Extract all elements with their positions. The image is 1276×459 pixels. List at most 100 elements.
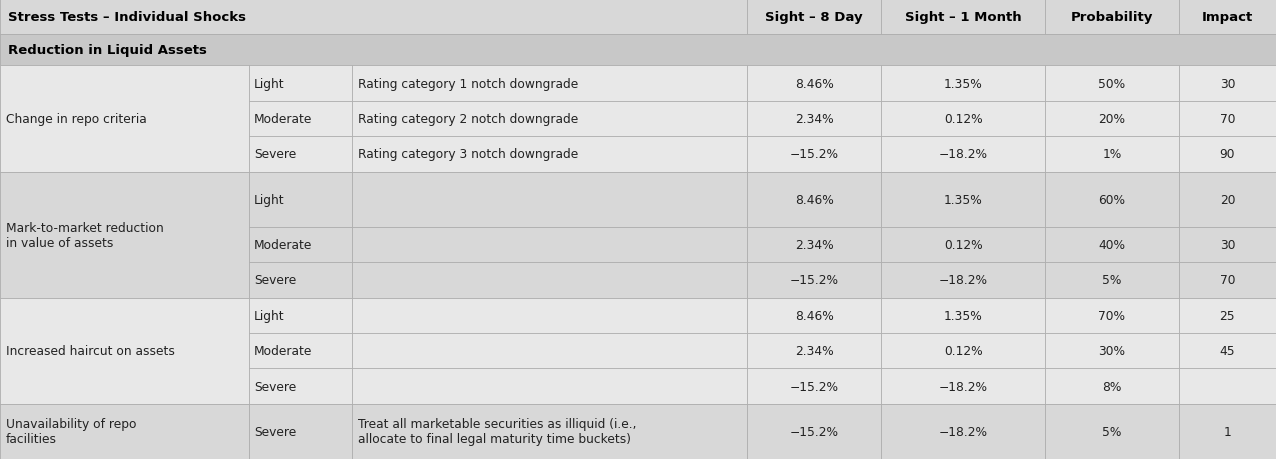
Bar — [1179, 404, 1276, 459]
Text: Moderate: Moderate — [254, 344, 313, 358]
Text: 30: 30 — [1220, 78, 1235, 90]
Bar — [352, 172, 748, 227]
Bar — [0, 0, 748, 35]
Text: 30%: 30% — [1099, 344, 1125, 358]
Bar — [1045, 172, 1179, 227]
Bar — [249, 172, 352, 227]
Bar — [880, 137, 1045, 172]
Text: 8%: 8% — [1102, 380, 1122, 392]
Text: Reduction in Liquid Assets: Reduction in Liquid Assets — [8, 44, 207, 57]
Text: 30: 30 — [1220, 239, 1235, 252]
Text: 5%: 5% — [1102, 425, 1122, 438]
Text: Treat all marketable securities as illiquid (i.e.,
allocate to final legal matur: Treat all marketable securities as illiq… — [359, 417, 637, 445]
Bar — [1179, 298, 1276, 333]
Text: −15.2%: −15.2% — [790, 425, 838, 438]
Bar — [249, 66, 352, 101]
Text: Probability: Probability — [1071, 11, 1154, 24]
Text: Light: Light — [254, 309, 285, 322]
Text: 20%: 20% — [1099, 112, 1125, 126]
Text: −15.2%: −15.2% — [790, 148, 838, 161]
Bar — [352, 66, 748, 101]
Text: −18.2%: −18.2% — [939, 148, 988, 161]
Text: 70: 70 — [1220, 274, 1235, 287]
Text: 2.34%: 2.34% — [795, 112, 833, 126]
Text: Sight – 8 Day: Sight – 8 Day — [766, 11, 863, 24]
Bar — [1045, 227, 1179, 263]
Bar — [748, 227, 880, 263]
Bar — [1045, 369, 1179, 404]
Text: 5%: 5% — [1102, 274, 1122, 287]
Text: Light: Light — [254, 78, 285, 90]
Bar — [1045, 0, 1179, 35]
Text: 45: 45 — [1220, 344, 1235, 358]
Bar — [0, 35, 1276, 66]
Text: Mark-to-market reduction
in value of assets: Mark-to-market reduction in value of ass… — [6, 221, 163, 249]
Bar — [352, 101, 748, 137]
Bar — [0, 298, 249, 404]
Bar — [1179, 0, 1276, 35]
Bar — [249, 263, 352, 298]
Bar — [0, 66, 249, 172]
Bar — [748, 137, 880, 172]
Bar — [249, 369, 352, 404]
Bar — [880, 101, 1045, 137]
Text: 1.35%: 1.35% — [944, 78, 983, 90]
Bar — [748, 333, 880, 369]
Bar — [0, 404, 249, 459]
Text: −15.2%: −15.2% — [790, 380, 838, 392]
Bar — [1045, 101, 1179, 137]
Bar — [352, 227, 748, 263]
Bar — [249, 404, 352, 459]
Bar — [748, 404, 880, 459]
Text: 0.12%: 0.12% — [944, 112, 983, 126]
Bar — [1045, 404, 1179, 459]
Text: Rating category 3 notch downgrade: Rating category 3 notch downgrade — [359, 148, 579, 161]
Bar — [1179, 263, 1276, 298]
Bar — [880, 227, 1045, 263]
Text: 1.35%: 1.35% — [944, 309, 983, 322]
Text: 0.12%: 0.12% — [944, 239, 983, 252]
Bar — [1045, 66, 1179, 101]
Text: −18.2%: −18.2% — [939, 425, 988, 438]
Text: 2.34%: 2.34% — [795, 239, 833, 252]
Text: Moderate: Moderate — [254, 239, 313, 252]
Bar — [880, 404, 1045, 459]
Bar — [1045, 298, 1179, 333]
Bar — [0, 172, 249, 298]
Text: 1.35%: 1.35% — [944, 193, 983, 206]
Bar — [748, 0, 880, 35]
Bar — [352, 369, 748, 404]
Bar — [249, 333, 352, 369]
Bar — [880, 333, 1045, 369]
Text: 50%: 50% — [1099, 78, 1125, 90]
Bar — [748, 172, 880, 227]
Text: 20: 20 — [1220, 193, 1235, 206]
Text: Moderate: Moderate — [254, 112, 313, 126]
Bar — [748, 298, 880, 333]
Text: −15.2%: −15.2% — [790, 274, 838, 287]
Text: Sight – 1 Month: Sight – 1 Month — [905, 11, 1021, 24]
Text: 25: 25 — [1220, 309, 1235, 322]
Text: −18.2%: −18.2% — [939, 380, 988, 392]
Bar — [880, 66, 1045, 101]
Bar — [880, 369, 1045, 404]
Bar — [352, 333, 748, 369]
Text: Increased haircut on assets: Increased haircut on assets — [6, 344, 175, 358]
Bar — [880, 263, 1045, 298]
Bar — [249, 298, 352, 333]
Bar — [880, 298, 1045, 333]
Bar — [1179, 101, 1276, 137]
Bar — [249, 227, 352, 263]
Text: Rating category 2 notch downgrade: Rating category 2 notch downgrade — [359, 112, 579, 126]
Bar — [1179, 172, 1276, 227]
Text: 90: 90 — [1220, 148, 1235, 161]
Bar — [748, 369, 880, 404]
Text: Impact: Impact — [1202, 11, 1253, 24]
Bar — [249, 137, 352, 172]
Text: −18.2%: −18.2% — [939, 274, 988, 287]
Text: Severe: Severe — [254, 380, 296, 392]
Text: 8.46%: 8.46% — [795, 193, 833, 206]
Text: 70: 70 — [1220, 112, 1235, 126]
Bar — [880, 172, 1045, 227]
Text: Change in repo criteria: Change in repo criteria — [6, 112, 147, 126]
